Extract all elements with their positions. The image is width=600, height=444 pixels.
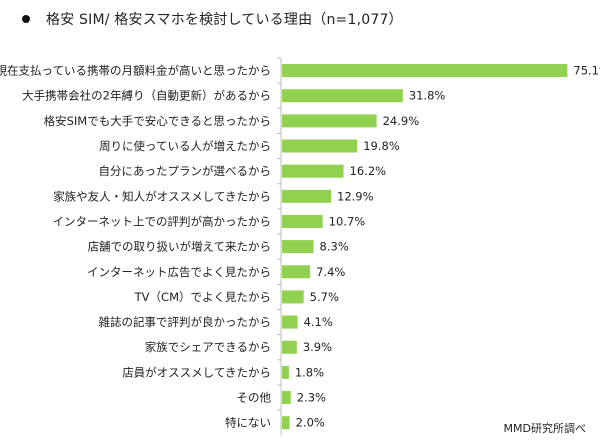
category-label: 大手携帯会社の2年縛り（自動更新）があるから <box>22 89 271 103</box>
value-label: 4.1% <box>304 315 333 329</box>
category-label: 雑誌の記事で評判が良かったから <box>99 315 272 329</box>
value-label: 31.8% <box>409 89 446 103</box>
category-label: インターネット広告でよく見たから <box>87 265 271 279</box>
value-label: 12.9% <box>337 189 374 203</box>
value-label: 75.1% <box>573 64 600 78</box>
bar <box>282 340 297 354</box>
category-label: 特にない <box>225 416 271 430</box>
bar <box>282 240 314 254</box>
category-label: TV（CM）でよく見たから <box>134 290 271 304</box>
category-label: 周りに使っている人が増えたから <box>99 139 271 153</box>
category-label: 自分にあったプランが選べるから <box>99 164 272 178</box>
category-label: 現在支払っている携帯の月額料金が高いと思ったから <box>0 64 271 78</box>
category-label: 格安SIMでも大手で安心できると思ったから <box>44 114 271 128</box>
bar <box>282 290 304 304</box>
category-label: インターネット上での評判が高かったから <box>53 214 272 228</box>
chart-title: 格安 SIM/ 格安スマホを検討している理由（n=1,077） <box>46 12 403 28</box>
bullet-icon <box>22 15 30 23</box>
bar <box>282 214 323 228</box>
category-label: 店員がオススメしてきたから <box>122 365 271 379</box>
bar <box>282 114 377 128</box>
source-note: MMD研究所調べ <box>503 422 586 435</box>
bar <box>282 416 290 430</box>
value-label: 7.4% <box>316 265 345 279</box>
category-label: 家族や友人・知人がオススメしてきたから <box>53 189 271 203</box>
value-label: 2.3% <box>297 391 326 405</box>
value-label: 2.0% <box>296 416 325 430</box>
bar <box>282 391 291 405</box>
value-label: 1.8% <box>295 365 324 379</box>
value-label: 3.9% <box>303 340 332 354</box>
bar <box>282 89 403 103</box>
category-label: その他 <box>237 391 272 405</box>
bar <box>282 139 358 153</box>
value-label: 5.7% <box>310 290 339 304</box>
value-label: 10.7% <box>329 214 366 228</box>
bar <box>282 64 568 78</box>
category-label: 店舗での取り扱いが増えて来たから <box>88 240 271 254</box>
bar <box>282 189 332 203</box>
chart-title-row: 格安 SIM/ 格安スマホを検討している理由（n=1,077） <box>22 8 403 30</box>
bar <box>282 315 298 329</box>
value-label: 8.3% <box>320 240 349 254</box>
value-label: 16.2% <box>350 164 387 178</box>
value-label: 24.9% <box>383 114 420 128</box>
value-label: 19.8% <box>363 139 400 153</box>
category-label: 家族でシェアできるから <box>145 340 271 354</box>
bar <box>282 265 311 279</box>
bar <box>282 365 289 379</box>
bar <box>282 164 344 178</box>
